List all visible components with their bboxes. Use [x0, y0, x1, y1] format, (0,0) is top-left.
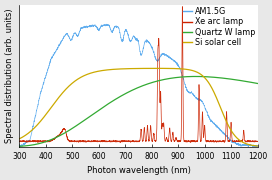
X-axis label: Photon wavelength (nm): Photon wavelength (nm)	[86, 166, 190, 175]
Legend: AM1.5G, Xe arc lamp, Quartz W lamp, Si solar cell: AM1.5G, Xe arc lamp, Quartz W lamp, Si s…	[182, 6, 256, 48]
Y-axis label: Spectral distribution (arb. units): Spectral distribution (arb. units)	[5, 8, 14, 143]
